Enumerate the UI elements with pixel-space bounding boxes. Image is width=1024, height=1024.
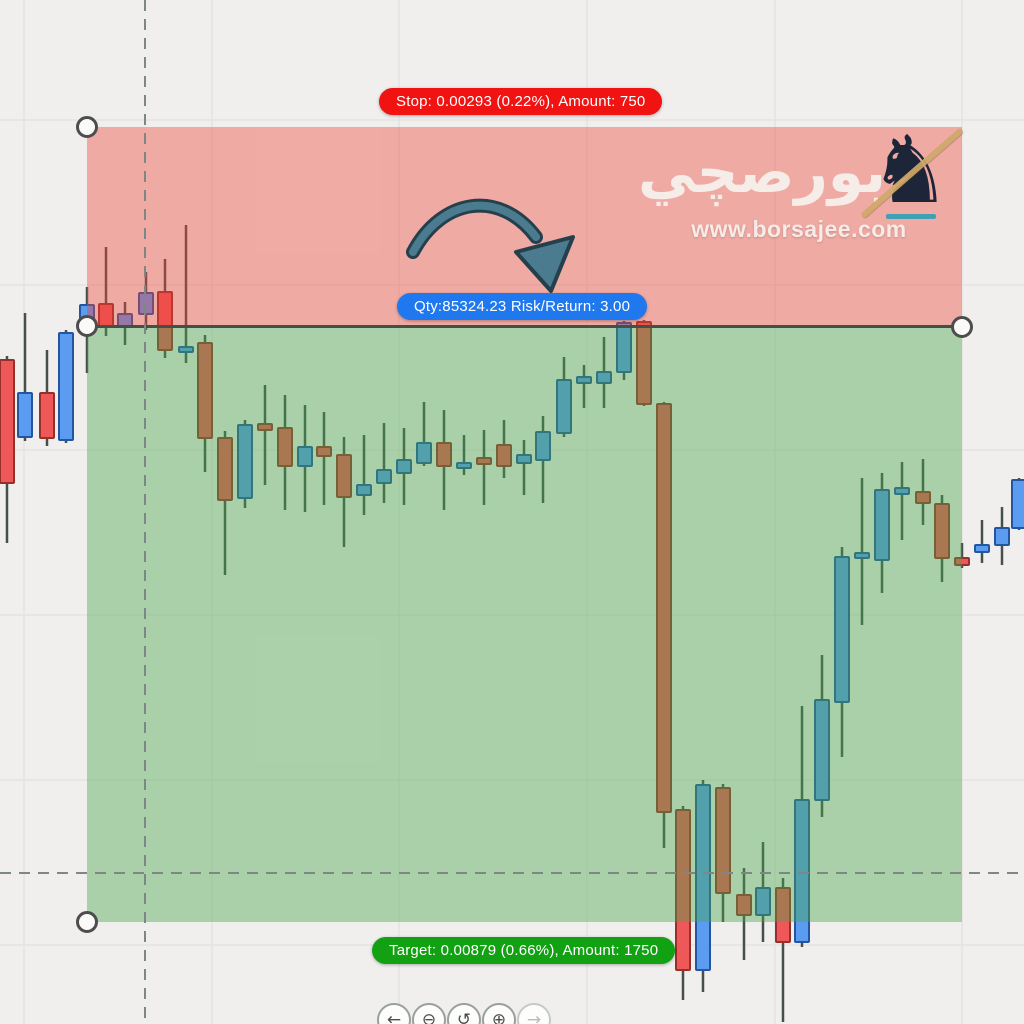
- candle: [994, 507, 1010, 565]
- qty-risk-return-label[interactable]: Qty:85324.23 Risk/Return: 3.00: [397, 293, 648, 320]
- candle: [636, 320, 652, 406]
- candle: [934, 495, 950, 582]
- entry-left-handle[interactable]: [76, 315, 98, 337]
- candle: [656, 402, 672, 848]
- target-bottom-left-handle[interactable]: [76, 911, 98, 933]
- candle: [217, 431, 233, 575]
- candle: [695, 780, 711, 992]
- candle: [98, 247, 114, 336]
- chart-toolbar: ← ⊖ ↺ ⊕ →: [377, 1003, 551, 1024]
- pan-back-button[interactable]: ←: [377, 1003, 411, 1024]
- candle: [39, 350, 55, 446]
- candle: [794, 706, 810, 947]
- candle: [775, 878, 791, 1022]
- candle: [576, 365, 592, 408]
- zoom-in-button[interactable]: ⊕: [482, 1003, 516, 1024]
- candle: [715, 784, 731, 922]
- candle: [157, 259, 173, 358]
- candle: [376, 423, 392, 503]
- candle: [596, 337, 612, 408]
- candle: [237, 420, 253, 508]
- candle: [416, 402, 432, 466]
- candle: [814, 655, 830, 817]
- candle: [58, 330, 74, 443]
- candle: [894, 462, 910, 540]
- candle: [834, 547, 850, 757]
- candle: [396, 428, 412, 505]
- candle: [496, 420, 512, 478]
- candlesticks: [0, 225, 1024, 1022]
- candle: [616, 321, 632, 380]
- candle: [336, 437, 352, 547]
- stop-top-left-handle[interactable]: [76, 116, 98, 138]
- candle: [197, 335, 213, 472]
- undo-button[interactable]: ↺: [447, 1003, 481, 1024]
- candle: [736, 868, 752, 960]
- candle: [915, 459, 931, 525]
- candle: [178, 225, 194, 363]
- candle: [297, 405, 313, 512]
- target-profit-label[interactable]: Target: 0.00879 (0.66%), Amount: 1750: [372, 937, 676, 964]
- entry-right-handle[interactable]: [951, 316, 973, 338]
- candle: [874, 473, 890, 593]
- candle: [954, 543, 970, 568]
- candle: [0, 356, 15, 543]
- candle: [556, 357, 572, 437]
- candle: [675, 806, 691, 1000]
- candle: [535, 416, 551, 503]
- candle: [476, 430, 492, 505]
- target-profit-zone[interactable]: [87, 326, 962, 922]
- candle: [316, 412, 332, 505]
- candle: [974, 520, 990, 563]
- redo-button[interactable]: →: [517, 1003, 551, 1024]
- candle: [17, 313, 33, 441]
- candle: [516, 440, 532, 495]
- candle: [277, 395, 293, 510]
- candle: [257, 385, 273, 485]
- candle: [755, 842, 771, 942]
- candle: [854, 478, 870, 625]
- candle: [356, 435, 372, 515]
- stop-loss-label[interactable]: Stop: 0.00293 (0.22%), Amount: 750: [379, 88, 663, 115]
- candle: [456, 435, 472, 475]
- candle: [1011, 478, 1024, 530]
- zoom-out-button[interactable]: ⊖: [412, 1003, 446, 1024]
- candle: [436, 410, 452, 510]
